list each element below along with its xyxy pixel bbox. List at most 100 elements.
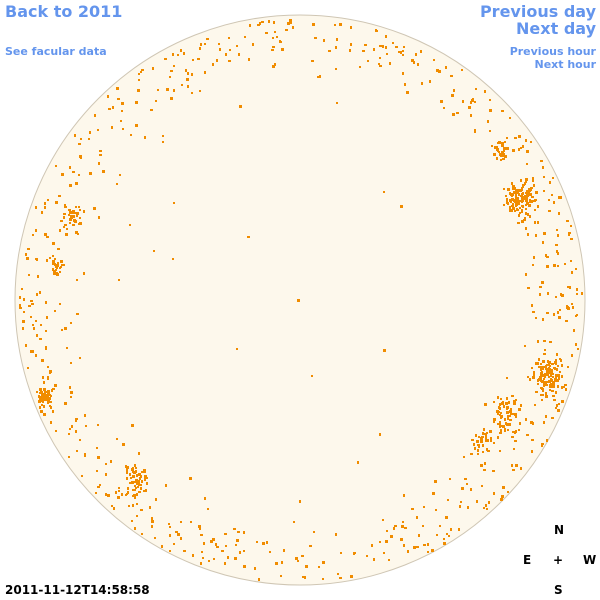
facula [54, 384, 57, 387]
facular-link[interactable]: See facular data [5, 45, 107, 58]
facula [486, 448, 488, 451]
facula [520, 179, 522, 182]
facula [500, 398, 502, 400]
facula [530, 188, 532, 191]
facula [502, 486, 505, 489]
facula [509, 419, 512, 421]
back-link[interactable]: Back to 2011 [5, 2, 123, 21]
facula [493, 492, 495, 495]
facula [511, 182, 513, 185]
facula [555, 244, 558, 246]
next-hour-link[interactable]: Next hour [534, 58, 597, 71]
facula [567, 286, 570, 288]
facula [544, 384, 547, 386]
facula [404, 527, 407, 529]
facula [379, 541, 381, 543]
facula [138, 491, 141, 493]
facula [564, 263, 566, 265]
facula [558, 196, 560, 199]
facula [499, 403, 501, 406]
facula [134, 489, 136, 491]
facula [456, 112, 459, 114]
facula [281, 561, 283, 564]
faculae [19, 19, 583, 581]
facula [43, 381, 45, 384]
facula [47, 378, 49, 380]
previous-day-link[interactable]: Previous day [479, 2, 596, 21]
facula [289, 19, 292, 22]
facula [37, 275, 39, 278]
facula [49, 394, 51, 396]
facula [385, 35, 387, 38]
facula [509, 192, 511, 195]
facula [49, 405, 51, 407]
facula [400, 205, 403, 208]
facula [43, 405, 45, 408]
facula [119, 174, 121, 176]
facula [265, 32, 268, 34]
facula [105, 463, 107, 465]
facula [515, 189, 518, 191]
facula [212, 63, 214, 66]
facula [76, 450, 78, 452]
facula [527, 213, 529, 216]
facula [42, 376, 44, 379]
facula [543, 353, 546, 355]
facula [519, 200, 521, 202]
facula [45, 330, 47, 332]
facula [118, 279, 120, 281]
facula [112, 106, 114, 109]
facula [311, 375, 313, 377]
facula [334, 24, 336, 26]
facula [540, 377, 542, 380]
facula [141, 480, 143, 482]
facula [313, 531, 315, 533]
facula [528, 189, 531, 192]
facula [166, 88, 169, 91]
facula [512, 187, 515, 190]
previous-hour-link[interactable]: Previous hour [509, 45, 596, 58]
facula [105, 493, 107, 496]
facula [443, 542, 446, 545]
facula [53, 270, 56, 273]
facula [76, 313, 79, 315]
facula [525, 181, 527, 183]
facula [249, 24, 251, 27]
facula [130, 477, 132, 479]
facula [69, 209, 71, 211]
facula [445, 516, 448, 519]
facula [206, 38, 209, 40]
facula [542, 368, 544, 370]
facula [78, 223, 81, 225]
facula [420, 50, 422, 53]
facula [192, 59, 194, 61]
facula [134, 481, 136, 483]
facula [493, 153, 496, 156]
facula [402, 54, 404, 56]
next-day-link[interactable]: Next day [516, 19, 596, 38]
facula [139, 484, 142, 486]
facula [553, 201, 555, 204]
facula [362, 50, 365, 52]
facula [461, 69, 463, 71]
facula [515, 204, 517, 207]
facula [153, 250, 155, 252]
facula [131, 424, 134, 427]
facula [30, 316, 32, 318]
facula [151, 520, 154, 523]
facula [247, 236, 250, 238]
timestamp: 2011-11-12T14:58:58 [5, 583, 150, 597]
facula [489, 109, 492, 112]
facula [169, 534, 171, 537]
facula [136, 493, 138, 496]
facula [576, 314, 578, 316]
facula [47, 390, 50, 392]
facula [517, 202, 519, 204]
facula [565, 388, 567, 391]
facula [115, 491, 117, 494]
facula [559, 309, 561, 311]
facula [513, 448, 515, 450]
facula [63, 226, 65, 228]
facula [434, 480, 437, 483]
facula [127, 487, 129, 490]
